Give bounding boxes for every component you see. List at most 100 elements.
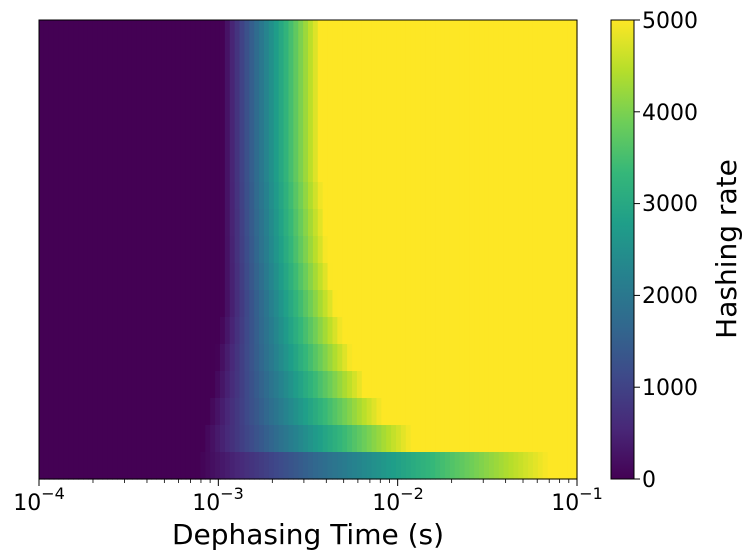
heatmap-cell — [532, 155, 539, 183]
heatmap-cell — [180, 425, 187, 453]
heatmap-cell — [83, 290, 89, 318]
heatmap-cell — [532, 452, 539, 480]
heatmap-cell — [83, 209, 89, 237]
heatmap-cell — [356, 344, 363, 372]
heatmap-cell — [102, 128, 109, 156]
heatmap-cell — [63, 236, 69, 264]
heatmap-cell — [523, 371, 529, 399]
heatmap-cell — [327, 236, 334, 264]
heatmap-cell — [356, 425, 363, 453]
heatmap-cell — [567, 128, 573, 156]
heatmap-cell — [532, 344, 539, 372]
heatmap-cell — [327, 263, 334, 291]
heatmap-cell — [317, 290, 324, 318]
heatmap-cell — [48, 371, 55, 399]
heatmap-cell — [444, 398, 451, 426]
heatmap-cell — [43, 290, 50, 318]
heatmap-cell — [356, 317, 363, 345]
heatmap-cell — [112, 74, 118, 102]
heatmap-cell — [542, 128, 549, 156]
heatmap-cell — [327, 101, 334, 129]
heatmap-cell — [53, 20, 60, 48]
heatmap-cell — [68, 182, 74, 210]
heatmap-cell — [156, 263, 162, 291]
heatmap-cell — [180, 344, 187, 372]
heatmap-cell — [117, 209, 123, 237]
heatmap-cell — [567, 20, 573, 48]
heatmap-cell — [293, 398, 299, 426]
heatmap-cell — [175, 47, 182, 75]
heatmap-cell — [493, 47, 500, 75]
heatmap-cell — [161, 209, 167, 237]
heatmap-cell — [454, 20, 461, 48]
heatmap-cell — [185, 371, 192, 399]
heatmap-cell — [185, 344, 192, 372]
heatmap-cell — [479, 209, 485, 237]
heatmap-cell — [175, 74, 182, 102]
heatmap-cell — [63, 101, 69, 129]
heatmap-cell — [444, 371, 451, 399]
heatmap-cell — [347, 209, 353, 237]
colorbar-tick-labels: 0 1000 2000 3000 4000 5000 — [642, 9, 698, 493]
heatmap-cell — [39, 425, 45, 453]
heatmap-cell — [87, 155, 94, 183]
heatmap-cell — [474, 425, 480, 453]
heatmap-cell — [347, 317, 353, 345]
heatmap-cell — [210, 74, 216, 102]
heatmap-cell — [484, 263, 490, 291]
heatmap-cell — [283, 452, 290, 480]
heatmap-cell — [224, 263, 231, 291]
heatmap-cell — [484, 20, 490, 48]
heatmap-cell — [557, 290, 563, 318]
heatmap-cell — [391, 398, 397, 426]
heatmap-cell — [430, 47, 436, 75]
heatmap-cell — [229, 317, 236, 345]
heatmap-cell — [513, 128, 519, 156]
heatmap-cell — [518, 398, 524, 426]
heatmap-cell — [312, 317, 319, 345]
heatmap-cell — [528, 47, 534, 75]
colorbar-tick-label-3: 3000 — [642, 192, 698, 217]
heatmap-cell — [528, 452, 534, 480]
heatmap-cell — [107, 155, 113, 183]
heatmap-cell — [572, 128, 578, 156]
heatmap-cell — [342, 20, 348, 48]
heatmap-cell — [356, 128, 363, 156]
heatmap-cell — [288, 425, 294, 453]
heatmap-cell — [229, 47, 236, 75]
heatmap-cell — [352, 452, 358, 480]
heatmap-cell — [400, 155, 407, 183]
heatmap-cell — [386, 263, 392, 291]
heatmap-cell — [371, 236, 378, 264]
heatmap-cell — [273, 20, 280, 48]
heatmap-cell — [175, 371, 182, 399]
heatmap-cell — [215, 263, 221, 291]
heatmap-cell — [215, 398, 221, 426]
heatmap-cell — [435, 20, 441, 48]
heatmap-cell — [488, 371, 495, 399]
heatmap-cell — [63, 155, 69, 183]
heatmap-cell — [356, 290, 363, 318]
heatmap-cell — [210, 317, 216, 345]
heatmap-cell — [229, 74, 236, 102]
heatmap-cell — [425, 263, 431, 291]
heatmap-cell — [371, 398, 378, 426]
heatmap-cell — [273, 74, 280, 102]
heatmap-cell — [386, 155, 392, 183]
heatmap-cell — [347, 20, 353, 48]
heatmap-cell — [288, 317, 294, 345]
heatmap-cell — [347, 290, 353, 318]
heatmap-cell — [528, 236, 534, 264]
heatmap-cell — [542, 452, 549, 480]
heatmap-cell — [205, 182, 211, 210]
heatmap-cell — [180, 47, 187, 75]
heatmap-cell — [532, 425, 539, 453]
heatmap-cell — [234, 425, 241, 453]
heatmap-cell — [210, 263, 216, 291]
heatmap-cell — [547, 47, 554, 75]
heatmap-cell — [327, 74, 334, 102]
heatmap-cell — [229, 155, 236, 183]
heatmap-cell — [278, 128, 285, 156]
heatmap-cell — [396, 209, 402, 237]
heatmap-cell — [572, 74, 578, 102]
